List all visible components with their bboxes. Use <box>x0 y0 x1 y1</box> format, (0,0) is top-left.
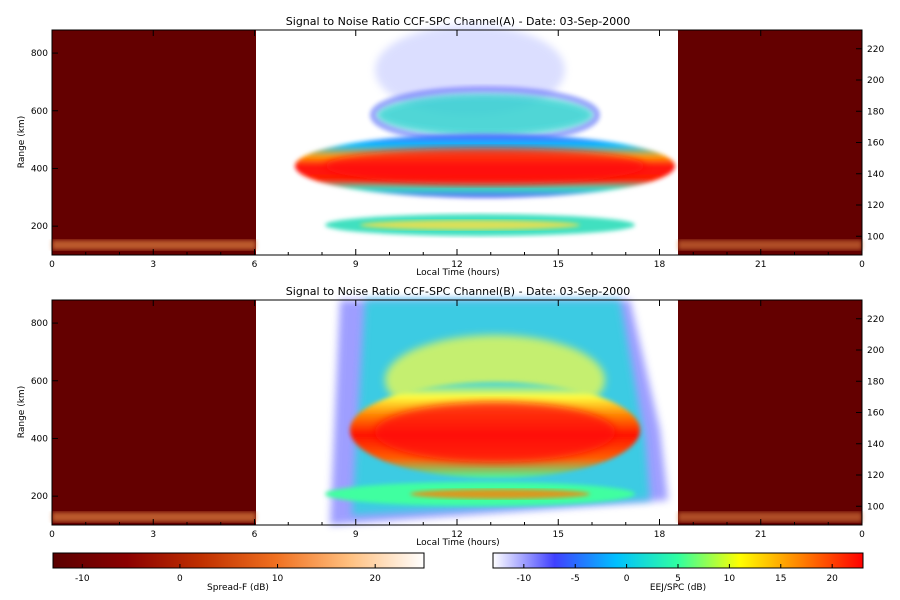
colorbar-tick-label: 5 <box>675 574 681 584</box>
panel-a-ylabel: Range (km) <box>17 116 27 168</box>
colorbar-tick-label: -10 <box>75 574 90 584</box>
panel-a-plot <box>51 25 863 256</box>
panel-a-echo-core-200 <box>360 220 580 230</box>
panel-a-night-left <box>52 30 256 255</box>
colorbar-tick-label: 20 <box>826 574 838 584</box>
panel-b-title: Signal to Noise Ratio CCF-SPC Channel(B)… <box>286 285 630 298</box>
y-tick-label: 800 <box>31 49 48 59</box>
panel-a-clutter-right <box>678 240 862 250</box>
y2-tick-label: 120 <box>867 201 884 211</box>
x-tick-label: 18 <box>654 530 666 540</box>
panel-a-echo-band-600 <box>375 93 595 137</box>
x-tick-label: 6 <box>252 260 258 270</box>
panel-b: Signal to Noise Ratio CCF-SPC Channel(B)… <box>17 285 884 548</box>
x-tick-label: 21 <box>755 530 766 540</box>
x-tick-label: 15 <box>553 530 564 540</box>
colorbar-tick-label: 10 <box>272 574 284 584</box>
y-tick-label: 400 <box>31 164 48 174</box>
panel-b-clutter-right <box>678 512 862 522</box>
x-tick-label: 3 <box>150 260 156 270</box>
panel-b-clutter-left <box>52 512 256 522</box>
x-tick-label: 3 <box>150 530 156 540</box>
y2-tick-label: 180 <box>867 377 884 387</box>
panel-b-ylabel: Range (km) <box>17 386 27 438</box>
y2-tick-label: 100 <box>867 502 884 512</box>
x-tick-label: 0 <box>859 530 865 540</box>
x-tick-label: 15 <box>553 260 564 270</box>
y2-tick-label: 200 <box>867 346 884 356</box>
y2-tick-label: 140 <box>867 440 884 450</box>
panel-a: Signal to Noise Ratio CCF-SPC Channel(A)… <box>17 15 884 278</box>
panel-a-ticks: 0 3 6 9 12 15 18 21 0 200 400 600 800 100 120 140 160 180… <box>31 30 884 270</box>
x-tick-label: 12 <box>451 530 462 540</box>
panel-b-plot <box>51 299 863 526</box>
y-tick-label: 400 <box>31 434 48 444</box>
colorbar-tick-label: 0 <box>624 574 630 584</box>
colorbar-spread-f-bar <box>52 552 425 569</box>
panel-a-echo-core-400 <box>325 148 645 184</box>
y-tick-label: 800 <box>31 319 48 329</box>
panel-a-night-right <box>678 30 862 255</box>
x-tick-label: 0 <box>49 530 55 540</box>
panel-b-night-left <box>52 300 256 525</box>
x-tick-label: 18 <box>654 260 666 270</box>
x-tick-label: 9 <box>353 260 359 270</box>
panel-b-xlabel: Local Time (hours) <box>416 538 499 548</box>
colorbar-tick-label: -10 <box>516 574 531 584</box>
x-tick-label: 0 <box>859 260 865 270</box>
colorbar-spread-f-label: Spread-F (dB) <box>207 583 269 593</box>
panel-a-clutter-left <box>52 240 256 250</box>
colorbar-spread-f: Spread-F (dB) -10 0 10 20 <box>52 552 425 593</box>
y-tick-label: 600 <box>31 107 48 117</box>
colorbar-eej-label: EEJ/SPC (dB) <box>650 583 706 593</box>
y2-tick-label: 220 <box>867 315 884 325</box>
y2-tick-label: 160 <box>867 409 884 419</box>
y2-tick-label: 140 <box>867 170 884 180</box>
y2-tick-label: 200 <box>867 76 884 86</box>
y-tick-label: 200 <box>31 222 48 232</box>
x-tick-label: 9 <box>353 530 359 540</box>
panel-b-night-right <box>678 300 862 525</box>
y2-tick-label: 100 <box>867 232 884 242</box>
y2-tick-label: 160 <box>867 139 884 149</box>
colorbar-eej-ticks: -10 -5 0 5 10 15 20 <box>516 564 838 584</box>
panel-b-echo-core-200 <box>410 489 590 499</box>
y2-tick-label: 120 <box>867 471 884 481</box>
panel-a-title: Signal to Noise Ratio CCF-SPC Channel(A)… <box>286 15 630 28</box>
colorbar-tick-label: 10 <box>724 574 736 584</box>
y2-tick-label: 180 <box>867 107 884 117</box>
colorbar-tick-label: 20 <box>369 574 381 584</box>
colorbar-tick-label: 15 <box>775 574 786 584</box>
y-tick-label: 600 <box>31 377 48 387</box>
y2-tick-label: 220 <box>867 45 884 55</box>
x-tick-label: 21 <box>755 260 766 270</box>
panel-b-ticks: 0 3 6 9 12 15 18 21 0 200 400 600 800 100 120 140 160 180… <box>31 300 884 540</box>
x-tick-label: 0 <box>49 260 55 270</box>
panel-b-echo-core-400 <box>375 402 615 462</box>
x-tick-label: 12 <box>451 260 462 270</box>
colorbar-tick-label: -5 <box>571 574 580 584</box>
colorbar-eej: EEJ/SPC (dB) -10 -5 0 5 10 15 20 <box>492 552 864 593</box>
colorbar-tick-label: 0 <box>177 574 183 584</box>
panel-a-xlabel: Local Time (hours) <box>416 268 499 278</box>
x-tick-label: 6 <box>252 530 258 540</box>
colorbar-spread-f-ticks: -10 0 10 20 <box>75 564 381 584</box>
y-tick-label: 200 <box>31 492 48 502</box>
